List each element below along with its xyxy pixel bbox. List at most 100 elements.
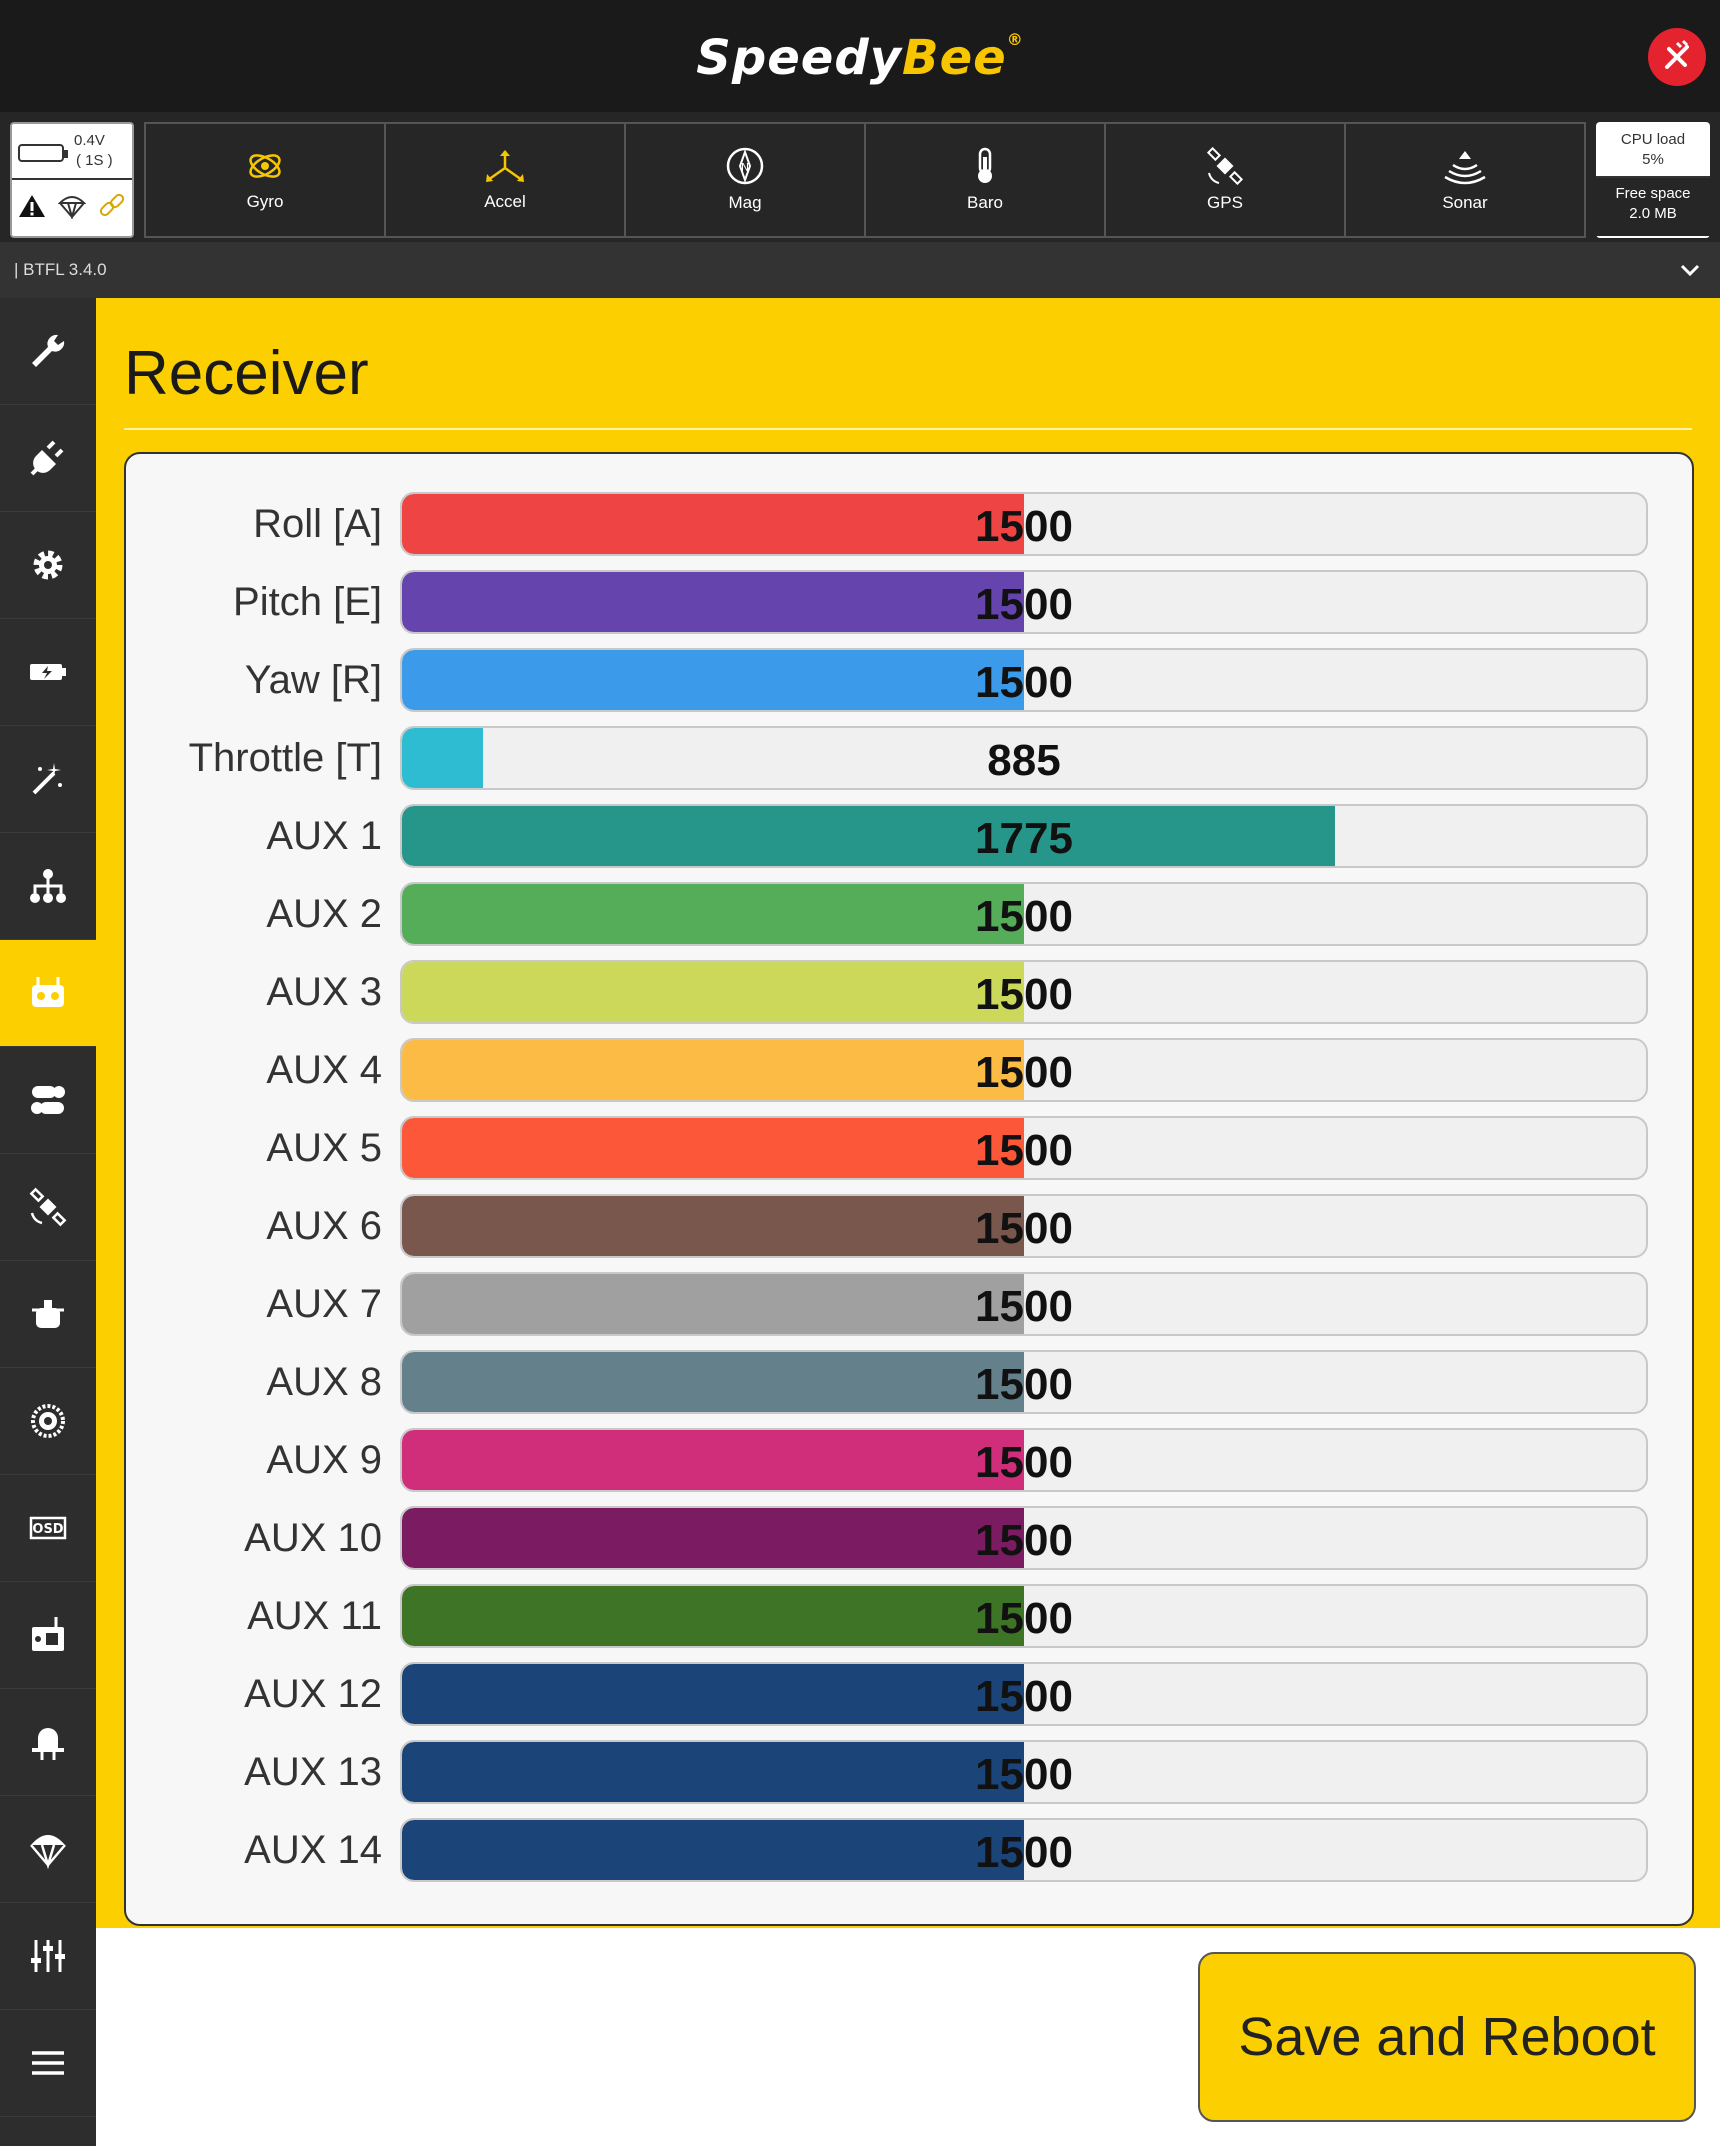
sidebar-item-pid-tuning[interactable] <box>0 833 96 940</box>
vtx-icon <box>32 1617 64 1651</box>
channel-row: AUX 9 1500 <box>126 1428 1696 1492</box>
accel-icon <box>486 150 524 182</box>
sidebar-item-setup[interactable] <box>0 298 96 405</box>
sonar-icon <box>1444 151 1486 185</box>
channel-row: AUX 8 1500 <box>126 1350 1696 1414</box>
channel-label: AUX 9 <box>266 1438 382 1482</box>
channel-bar: 1500 <box>400 1818 1648 1882</box>
sensor-accel: Accel <box>386 124 626 236</box>
free-space-label: Free space <box>1615 185 1691 202</box>
channel-bar: 1500 <box>400 1350 1648 1414</box>
channel-value: 1500 <box>975 1204 1073 1253</box>
channel-panel: Roll [A] 1500 Pitch [E] 1500 Yaw [R] 1500 Thro… <box>124 452 1694 1926</box>
channel-bar: 885 <box>400 726 1648 790</box>
sidebar-item-power[interactable] <box>0 619 96 726</box>
channel-label: AUX 1 <box>266 814 382 858</box>
speedybee-logo: SpeedyBee® <box>696 30 1024 86</box>
channel-bar: 1500 <box>400 1116 1648 1180</box>
channel-bar-fill <box>402 1586 1024 1646</box>
sensor-baro-label: Baro <box>967 193 1003 212</box>
sidebar-item-osd[interactable]: OSD <box>0 1475 96 1582</box>
channel-bar-fill <box>402 1196 1024 1256</box>
sidebar-item-adjustments[interactable] <box>0 1903 96 2010</box>
channel-row: AUX 10 1500 <box>126 1506 1696 1570</box>
channel-label: AUX 2 <box>266 892 382 936</box>
channel-bar-fill <box>402 572 1024 632</box>
save-and-reboot-button[interactable]: Save and Reboot <box>1198 1952 1696 2122</box>
channel-value: 1500 <box>975 1048 1073 1097</box>
channel-label: Pitch [E] <box>233 580 382 624</box>
channel-value: 1500 <box>975 658 1073 707</box>
page-title: Receiver <box>124 339 369 408</box>
chevron-down-icon[interactable] <box>1678 258 1702 282</box>
channel-bar: 1500 <box>400 1428 1648 1492</box>
channel-bar: 1500 <box>400 1740 1648 1804</box>
sensor-gps: GPS <box>1106 124 1346 236</box>
sidebar-item-led-strip[interactable] <box>0 1689 96 1796</box>
sidebar-item-video-transmitter[interactable] <box>0 1582 96 1689</box>
channel-row: AUX 14 1500 <box>126 1818 1696 1882</box>
main-content: Receiver Roll [A] 1500 Pitch [E] 1500 Yaw [R… <box>96 298 1720 1928</box>
channel-bar-fill <box>402 650 1024 710</box>
sidebar-item-configuration[interactable] <box>0 512 96 619</box>
sidebar-item-ports[interactable] <box>0 405 96 512</box>
channel-label: AUX 4 <box>266 1048 382 1092</box>
receiver-icon <box>32 977 64 1007</box>
sidebar-item-servos[interactable] <box>0 1368 96 1475</box>
channel-label: AUX 6 <box>266 1204 382 1248</box>
sensor-accel-label: Accel <box>484 192 526 211</box>
battery-icon <box>30 664 66 680</box>
sensor-baro: Baro <box>866 124 1106 236</box>
firmware-bar: | BTFL 3.4.0 <box>0 242 1720 298</box>
battery-status: 0.4V ( 1S ) <box>10 122 134 238</box>
channel-row: AUX 4 1500 <box>126 1038 1696 1102</box>
hierarchy-icon <box>30 869 66 903</box>
cpu-load-value: 5% <box>1642 151 1664 168</box>
svg-text:N: N <box>741 161 749 174</box>
sidebar-nav: OSD <box>0 298 96 2146</box>
satellite-icon <box>1206 147 1244 185</box>
sensor-gps-label: GPS <box>1207 193 1243 212</box>
sensor-gyro: Gyro <box>146 124 386 236</box>
footer: Save and Reboot <box>96 1928 1720 2146</box>
channel-value: 1500 <box>975 1126 1073 1175</box>
osd-icon: OSD <box>29 1516 67 1540</box>
channel-bar: 1775 <box>400 804 1648 868</box>
sidebar-item-modes[interactable] <box>0 1047 96 1154</box>
app-header: SpeedyBee® <box>0 0 1720 112</box>
sensor-gyro-label: Gyro <box>246 192 284 211</box>
channel-bar: 1500 <box>400 570 1648 634</box>
channel-label: AUX 7 <box>266 1282 382 1326</box>
battery-icon <box>18 144 68 162</box>
channel-row: AUX 11 1500 <box>126 1584 1696 1648</box>
cpu-load-label: CPU load <box>1620 131 1686 148</box>
channel-value: 1500 <box>975 1594 1073 1643</box>
sidebar-item-motors[interactable] <box>0 1261 96 1368</box>
channel-bar-fill <box>402 728 483 788</box>
channel-value: 1500 <box>975 1438 1073 1487</box>
firmware-version: | BTFL 3.4.0 <box>14 260 107 279</box>
channel-label: AUX 3 <box>266 970 382 1014</box>
sidebar-item-menu[interactable] <box>0 2010 96 2117</box>
channel-row: AUX 6 1500 <box>126 1194 1696 1258</box>
sensor-mag-label: Mag <box>728 193 762 212</box>
channel-row: AUX 12 1500 <box>126 1662 1696 1726</box>
battery-cells: ( 1S ) <box>76 152 113 169</box>
disconnect-plug-icon <box>1665 39 1689 69</box>
channel-row: AUX 13 1500 <box>126 1740 1696 1804</box>
channel-row: AUX 3 1500 <box>126 960 1696 1024</box>
channel-value: 1500 <box>975 1282 1073 1331</box>
channel-bar: 1500 <box>400 1506 1648 1570</box>
channel-label: AUX 12 <box>244 1672 382 1716</box>
sidebar-item-receiver[interactable] <box>0 940 96 1047</box>
channel-label: AUX 8 <box>266 1360 382 1404</box>
channel-row: Roll [A] 1500 <box>126 492 1696 556</box>
sidebar-item-gps[interactable] <box>0 1154 96 1261</box>
menu-icon <box>32 2051 64 2075</box>
channel-bar-fill <box>402 1352 1024 1412</box>
free-space-value: 2.0 MB <box>1629 205 1677 222</box>
sidebar-item-sensors[interactable] <box>0 1796 96 1903</box>
channel-label: AUX 11 <box>247 1594 382 1638</box>
sidebar-item-failsafe[interactable] <box>0 726 96 833</box>
disconnect-button[interactable] <box>1648 28 1706 86</box>
